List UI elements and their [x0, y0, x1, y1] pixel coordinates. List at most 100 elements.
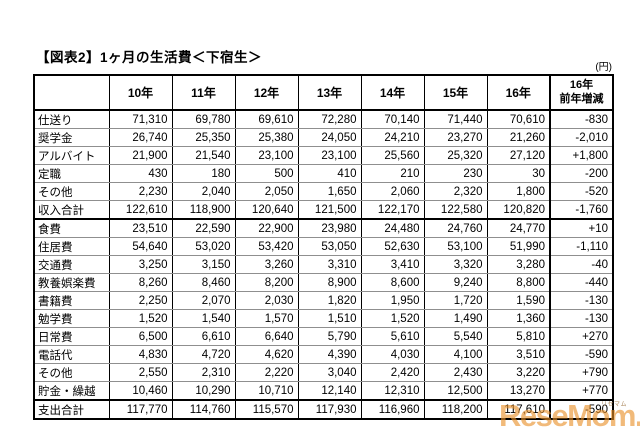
value-cell: -1,110: [549, 237, 614, 256]
value-cell: 24,050: [297, 128, 362, 147]
value-cell: 12,310: [360, 381, 425, 401]
value-cell: -40: [549, 255, 614, 274]
row-label-cell: 貯金・繰越: [33, 381, 110, 401]
value-cell: 8,200: [234, 273, 299, 292]
value-cell: 1,800: [486, 182, 551, 201]
value-cell: 3,510: [486, 345, 551, 364]
table-row: 食費 23,510 22,590 22,900 23,980 24,480 24,760 24…: [33, 219, 614, 238]
value-cell: 21,900: [108, 146, 173, 165]
value-cell: 54,640: [108, 237, 173, 256]
table-row: 奨学金 26,740 25,350 25,380 24,050 24,210 23,270 2…: [33, 128, 614, 147]
value-cell: 27,120: [486, 146, 551, 165]
value-cell: -520: [549, 182, 614, 201]
row-label-cell: 勉学費: [33, 309, 110, 328]
value-cell: 118,200: [423, 399, 488, 420]
value-cell: 26,740: [108, 128, 173, 147]
table-row: その他 2,550 2,310 2,220 3,040 2,420 2,430 3,220 +7…: [33, 363, 614, 382]
value-cell: 72,280: [297, 110, 362, 129]
value-cell: 2,310: [171, 363, 236, 382]
value-cell: -590: [549, 345, 614, 364]
value-cell: 8,600: [360, 273, 425, 292]
column-header: 14年: [360, 75, 425, 111]
value-cell: +770: [549, 381, 614, 401]
value-cell: 1,590: [486, 291, 551, 310]
value-cell: 53,420: [234, 237, 299, 256]
row-label-cell: 仕送り: [33, 110, 110, 129]
value-cell: 1,520: [360, 309, 425, 328]
value-cell: 22,900: [234, 219, 299, 238]
value-cell: 71,310: [108, 110, 173, 129]
value-cell: 117,930: [297, 399, 362, 420]
value-cell: 2,050: [234, 182, 299, 201]
column-header-yoy: 16年 前年増減: [549, 75, 614, 111]
value-cell: -440: [549, 273, 614, 292]
value-cell: 117,610: [486, 399, 551, 420]
value-cell: -830: [549, 110, 614, 129]
value-cell: 6,610: [171, 327, 236, 346]
table-row: 収入合計 122,610 118,900 120,640 121,500 122,170 1…: [33, 200, 614, 220]
value-cell: 3,150: [171, 255, 236, 274]
row-label-cell: 電話代: [33, 345, 110, 364]
value-cell: 8,460: [171, 273, 236, 292]
column-header: 16年: [486, 75, 551, 111]
table-row: アルバイト 21,900 21,540 23,100 23,100 25,560 25,32…: [33, 146, 614, 165]
value-cell: 1,650: [297, 182, 362, 201]
value-cell: 1,520: [108, 309, 173, 328]
value-cell: 25,320: [423, 146, 488, 165]
table-row: 交通費 3,250 3,150 3,260 3,310 3,410 3,320 3,280 -4…: [33, 255, 614, 274]
value-cell: 3,220: [486, 363, 551, 382]
value-cell: 8,800: [486, 273, 551, 292]
value-cell: 10,290: [171, 381, 236, 401]
row-label-cell: その他: [33, 182, 110, 201]
value-cell: 8,260: [108, 273, 173, 292]
value-cell: 13,270: [486, 381, 551, 401]
living-expenses-table: 10年 11年 12年 13年 14年 15年 16年 16年 前年増減 仕送り 71,310 69…: [33, 74, 614, 420]
value-cell: 500: [234, 164, 299, 183]
row-label-cell: 教養娯楽費: [33, 273, 110, 292]
value-cell: 1,540: [171, 309, 236, 328]
value-cell: -200: [549, 164, 614, 183]
value-cell: -1,760: [549, 200, 614, 220]
value-cell: 2,040: [171, 182, 236, 201]
table-body: 仕送り 71,310 69,780 69,610 72,280 70,140 71,440 7…: [33, 110, 614, 420]
value-cell: 10,460: [108, 381, 173, 401]
value-cell: 118,900: [171, 200, 236, 220]
value-cell: 24,770: [486, 219, 551, 238]
column-header: 12年: [234, 75, 299, 111]
value-cell: -590: [549, 399, 614, 420]
column-header: 10年: [108, 75, 173, 111]
value-cell: 2,430: [423, 363, 488, 382]
value-cell: 23,100: [297, 146, 362, 165]
value-cell: 180: [171, 164, 236, 183]
value-cell: 21,540: [171, 146, 236, 165]
value-cell: 120,820: [486, 200, 551, 220]
value-cell: 9,240: [423, 273, 488, 292]
value-cell: 115,570: [234, 399, 299, 420]
row-label-cell: 奨学金: [33, 128, 110, 147]
yoy-line2: 前年増減: [559, 92, 604, 105]
value-cell: 22,590: [171, 219, 236, 238]
unit-note: (円): [595, 62, 612, 73]
value-cell: 2,220: [234, 363, 299, 382]
value-cell: 2,070: [171, 291, 236, 310]
value-cell: 70,140: [360, 110, 425, 129]
value-cell: 1,490: [423, 309, 488, 328]
figure-title: 【図表2】1ヶ月の生活費＜下宿生＞: [36, 50, 263, 65]
value-cell: 10,710: [234, 381, 299, 401]
table-row: その他 2,230 2,040 2,050 1,650 2,060 2,320 1,800 -5…: [33, 182, 614, 201]
table-row: 貯金・繰越 10,460 10,290 10,710 12,140 12,310 12,50…: [33, 381, 614, 401]
value-cell: 69,610: [234, 110, 299, 129]
value-cell: 410: [297, 164, 362, 183]
value-cell: 1,950: [360, 291, 425, 310]
value-cell: 24,760: [423, 219, 488, 238]
table-row: 電話代 4,830 4,720 4,620 4,390 4,030 4,100 3,510 -5…: [33, 345, 614, 364]
value-cell: 12,500: [423, 381, 488, 401]
table-header: 10年 11年 12年 13年 14年 15年 16年 16年 前年増減: [33, 75, 614, 111]
value-cell: 5,790: [297, 327, 362, 346]
row-label-cell: 日常費: [33, 327, 110, 346]
value-cell: 2,230: [108, 182, 173, 201]
value-cell: 51,990: [486, 237, 551, 256]
row-label-cell: 支出合計: [33, 399, 110, 420]
value-cell: 4,030: [360, 345, 425, 364]
table-row: 仕送り 71,310 69,780 69,610 72,280 70,140 71,440 7…: [33, 110, 614, 129]
